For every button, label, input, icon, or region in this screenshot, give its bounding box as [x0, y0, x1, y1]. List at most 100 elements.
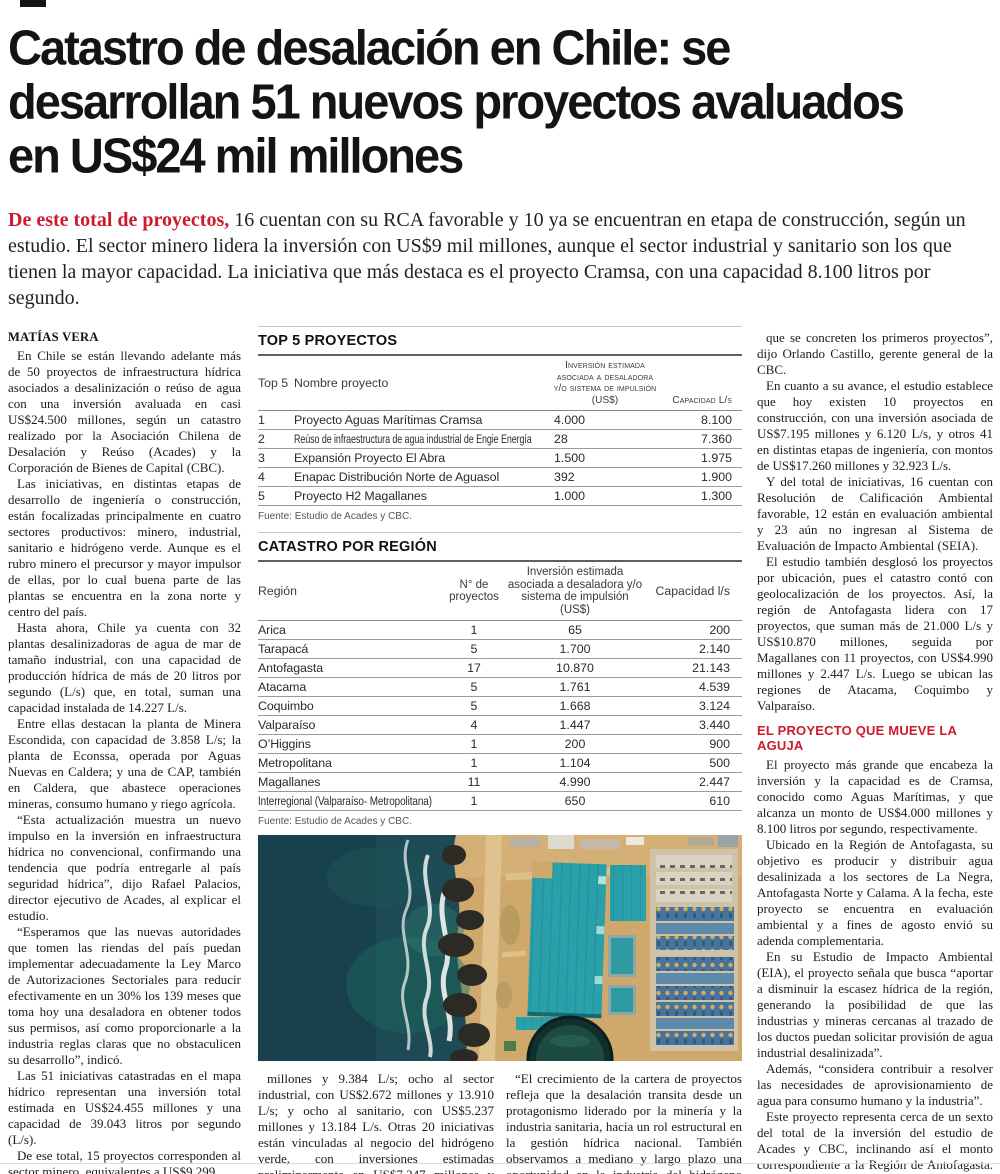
paragraph: “Esperamos que las nuevas autoridades qu…	[8, 924, 241, 1067]
table-cell-investment: 1.104	[559, 755, 591, 770]
table-cell-investment: 1.668	[559, 698, 591, 713]
ocean	[258, 835, 470, 1061]
divider	[258, 326, 742, 327]
table-cell-name: Proyecto H2 Magallanes	[294, 488, 427, 503]
paragraph: En Chile se están llevando adelante más …	[8, 348, 241, 475]
table-row: Coquimbo 5 1.668 3.124	[258, 697, 742, 716]
region-table-header: Región N° de proyectos Inversión estimad…	[258, 562, 742, 621]
table-cell-region: Antofagasta	[258, 660, 324, 675]
right-column-paragraphs-bottom: El proyecto más grande que encabeza la i…	[757, 757, 993, 1109]
table-cell-region: Interregional (Valparaíso- Metropolitana…	[258, 793, 432, 808]
article-photo	[258, 835, 742, 1061]
right-column: que se concreten los primeros proyectos”…	[757, 330, 993, 1174]
table-cell-investment: 1.500	[554, 450, 586, 465]
desal-main-building	[527, 861, 607, 1019]
table-row: Atacama 5 1.761 4.539	[258, 678, 742, 697]
table-cell-projects: 1	[470, 755, 478, 770]
table-cell-investment: 4.990	[559, 774, 591, 789]
headline-line: desarrollan 51 nuevos proyectos avaluado…	[8, 74, 905, 130]
table-cell-investment: 1.000	[554, 488, 586, 503]
table-cell-capacity: 7.360	[700, 431, 732, 446]
bottom-divider	[0, 1163, 1000, 1164]
table-row: 2 Reúso de infraestructura de agua indust…	[258, 430, 742, 449]
table-header-name: Nombre proyecto	[294, 375, 389, 390]
table-cell-investment: 650	[564, 793, 586, 808]
headline: Catastro de desalación en Chile: se desa…	[8, 20, 992, 184]
table-cell-name: Enapac Distribución Norte de Aguasol	[294, 469, 500, 484]
lede-text: 16 cuentan con su RCA favorable y 10 ya …	[8, 209, 966, 309]
headline-line: Catastro de desalación en Chile: se	[8, 20, 731, 76]
table-cell-investment: 1.447	[559, 717, 591, 732]
divider	[258, 560, 742, 562]
top5-table-rows: 1 Proyecto Aguas Marítimas Cramsa 4.000 8.1…	[258, 411, 742, 506]
table-cell-projects: 17	[467, 660, 481, 675]
final-paragraph-text: Este proyecto representa cerca de un sex…	[757, 1109, 993, 1172]
table-header-investment: Inversión estimada asociada a desaladora…	[553, 360, 657, 406]
table-cell-capacity: 500	[709, 755, 730, 770]
table-header-capacity: Capacidad l/s	[655, 583, 730, 598]
table-cell-capacity: 8.100	[700, 412, 732, 427]
table-cell-region: Metropolitana	[258, 755, 332, 770]
table-cell-investment: 10.870	[556, 660, 594, 675]
table-row: Arica 1 65 200	[258, 621, 742, 640]
table-cell-investment: 65	[568, 622, 582, 637]
lede-lead: De este total de proyectos,	[8, 209, 230, 231]
table-cell-investment: 4.000	[554, 412, 586, 427]
table-cell-region: Valparaíso	[258, 717, 316, 732]
table-row: 4 Enapac Distribución Norte de Aguasol 392…	[258, 468, 742, 487]
table-cell-projects: 1	[470, 622, 478, 637]
paragraph: millones y 9.384 L/s; ocho al sector ind…	[258, 1071, 494, 1174]
table-cell-region: Arica	[258, 622, 286, 637]
runover-column-right: “El crecimiento de la cartera de proyect…	[506, 1071, 742, 1174]
runover-columns: millones y 9.384 L/s; ocho al sector ind…	[258, 1071, 742, 1174]
paragraph: Ubicado en la Región de Antofagasta, su …	[757, 837, 993, 948]
paragraph: El proyecto más grande que encabeza la i…	[757, 757, 993, 836]
table-cell-investment: 1.700	[559, 641, 591, 656]
paragraph: que se concreten los primeros proyectos”…	[757, 330, 993, 377]
table-source: Fuente: Estudio de Acades y CBC.	[258, 511, 412, 522]
table-row: Tarapacá 5 1.700 2.140	[258, 640, 742, 659]
shore-rocks	[438, 845, 490, 1061]
table-cell-projects: 4	[470, 717, 478, 732]
table-row: 5 Proyecto H2 Magallanes 1.000 1.300	[258, 487, 742, 506]
top5-table-header: Top 5 Nombre proyecto Inversión estimada…	[258, 356, 742, 411]
divider	[258, 354, 742, 356]
paragraph: De ese total, 15 proyectos corresponden …	[8, 1148, 241, 1174]
table-cell-projects: 1	[470, 793, 478, 808]
paragraph: Las iniciativas, en distintas etapas de …	[8, 476, 241, 619]
table-cell-region: Tarapacá	[258, 641, 309, 656]
table-source: Fuente: Estudio de Acades y CBC.	[258, 816, 412, 827]
paragraph: Además, “considera contribuir a resolver…	[757, 1061, 993, 1108]
table-cell-capacity: 4.539	[698, 679, 730, 694]
table-cell-capacity: 900	[709, 736, 730, 751]
table-cell-investment: 1.761	[559, 679, 591, 694]
filter-train-yard	[650, 849, 738, 1051]
table-row: 1 Proyecto Aguas Marítimas Cramsa 4.000 8.1…	[258, 411, 742, 430]
byline: MATÍAS VERA	[8, 330, 99, 344]
table-cell-rank: 5	[258, 488, 265, 503]
table-cell-rank: 4	[258, 469, 265, 484]
left-column-paragraphs: En Chile se están llevando adelante más …	[8, 348, 241, 1174]
table-row: Interregional (Valparaíso- Metropolitana…	[258, 792, 742, 811]
paragraph: El estudio también desglosó los proyecto…	[757, 554, 993, 713]
paragraph: En su Estudio de Impacto Ambiental (EIA)…	[757, 949, 993, 1060]
paragraph: Entre ellas destacan la planta de Minera…	[8, 716, 241, 811]
right-column-paragraphs-top: que se concreten los primeros proyectos”…	[757, 330, 993, 714]
top-structures	[510, 835, 738, 849]
table-cell-capacity: 2.140	[698, 641, 730, 656]
final-paragraph: Este proyecto representa cerca de un sex…	[757, 1109, 993, 1174]
table-header-region: Región	[258, 583, 297, 598]
region-table-rows: Arica 1 65 200 Tarapacá 5 1.700 2.140 Antofagast…	[258, 621, 742, 811]
table-header-rank: Top 5	[258, 375, 289, 390]
runover-column-left: millones y 9.384 L/s; ocho al sector ind…	[258, 1071, 494, 1174]
table-header-projects: N° de proyectos	[449, 578, 499, 604]
region-table-title: CATASTRO POR REGIÓN	[258, 539, 437, 555]
table-cell-capacity: 3.440	[698, 717, 730, 732]
table-cell-investment: 392	[554, 469, 575, 484]
table-cell-projects: 5	[470, 698, 478, 713]
paragraph: Las 51 iniciativas catastradas en el map…	[8, 1068, 241, 1147]
aerial-photo-illustration	[258, 835, 742, 1061]
table-cell-projects: 5	[470, 679, 478, 694]
headline-line: en US$24 mil millones	[8, 128, 464, 184]
